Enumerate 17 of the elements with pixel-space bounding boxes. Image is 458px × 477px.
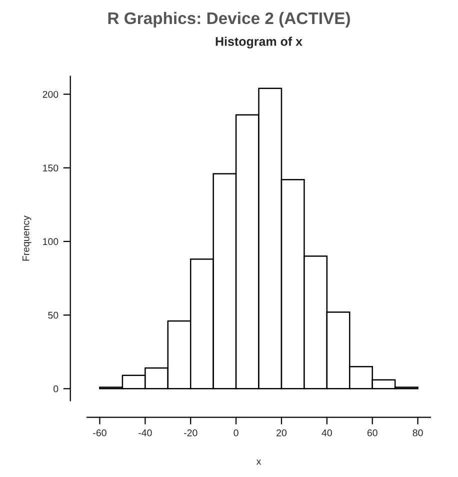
y-tick-label: 0	[54, 385, 58, 392]
x-tick-label: 40	[322, 429, 332, 436]
x-tick-label: 20	[276, 429, 287, 436]
text: R Graphics: Device 2 (ACTIVE)	[108, 12, 350, 28]
chart-title: Histogram of x	[216, 36, 302, 48]
x-tick-label: 0	[234, 429, 238, 436]
y-tick-label: 50	[48, 312, 58, 319]
y-axis-title: Frequency	[22, 216, 32, 261]
y-tick-label: 100	[43, 238, 58, 246]
x-tick-label: -60	[93, 429, 106, 436]
x-tick-label: -40	[138, 429, 152, 436]
y-tick-label: 150	[43, 164, 58, 172]
x-tick-label: -20	[184, 429, 198, 436]
x-axis-title: x	[256, 460, 262, 465]
x-tick-label: 60	[367, 429, 378, 436]
y-tick-label: 200	[42, 90, 58, 98]
x-tick-label: 80	[412, 429, 423, 436]
